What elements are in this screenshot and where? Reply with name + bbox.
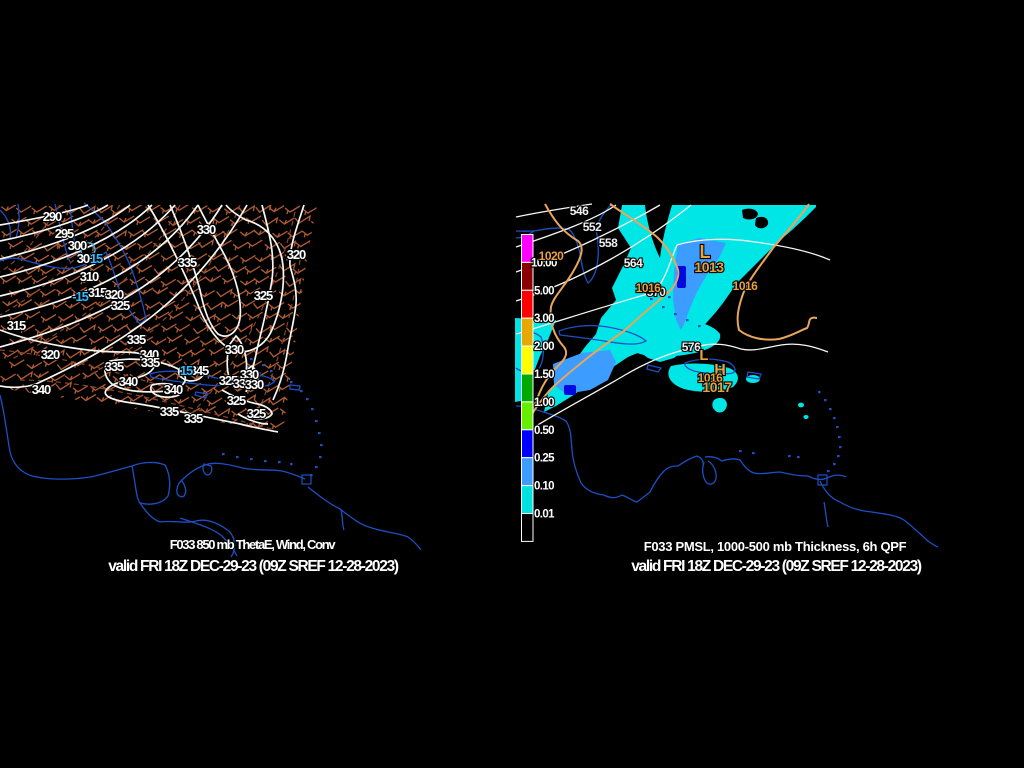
svg-text:340: 340 (119, 374, 138, 389)
svg-text:325: 325 (247, 406, 266, 421)
svg-text:1016: 1016 (698, 371, 724, 385)
svg-text:3.00: 3.00 (534, 313, 554, 325)
svg-text:315: 315 (88, 285, 107, 300)
svg-text:345: 345 (190, 363, 209, 378)
svg-text:0.50: 0.50 (534, 425, 554, 437)
svg-text:340: 340 (32, 382, 51, 397)
svg-text:340: 340 (140, 347, 159, 362)
svg-text:310: 310 (80, 269, 99, 284)
svg-text:330: 330 (245, 377, 264, 392)
svg-text:5.00: 5.00 (534, 285, 554, 297)
svg-text:335: 335 (160, 404, 179, 419)
svg-text:300: 300 (68, 238, 87, 253)
svg-text:F033 850 mb ThetaE, Wind, Conv: F033 850 mb ThetaE, Wind, Conv (170, 537, 337, 552)
svg-text:335: 335 (184, 411, 203, 426)
svg-text:290: 290 (43, 209, 62, 224)
svg-text:330: 330 (197, 222, 216, 237)
svg-text:320: 320 (41, 347, 60, 362)
svg-text:0.25: 0.25 (534, 453, 555, 465)
svg-text:335: 335 (178, 255, 197, 270)
svg-text:valid FRI 18Z DEC-29-23 (09Z S: valid FRI 18Z DEC-29-23 (09Z SREF 12-28-… (631, 558, 922, 575)
svg-text:1.50: 1.50 (534, 369, 554, 381)
svg-text:F033 PMSL, 1000-500 mb Thickne: F033 PMSL, 1000-500 mb Thickness, 6h QPF (644, 539, 907, 554)
svg-text:330: 330 (225, 342, 244, 357)
svg-text:1.00: 1.00 (534, 397, 554, 409)
svg-text:1016: 1016 (733, 279, 759, 293)
svg-text:546: 546 (570, 204, 589, 218)
svg-text:295: 295 (55, 226, 74, 241)
svg-text:564: 564 (624, 256, 643, 270)
svg-text:315: 315 (7, 318, 26, 333)
svg-text:L: L (700, 242, 711, 262)
svg-text:15: 15 (180, 363, 193, 378)
svg-text:335: 335 (127, 332, 146, 347)
svg-text:1017: 1017 (702, 379, 732, 395)
svg-text:1020: 1020 (539, 249, 565, 263)
svg-text:335: 335 (233, 376, 252, 391)
svg-text:340: 340 (164, 382, 183, 397)
svg-text:1016: 1016 (636, 281, 662, 295)
svg-text:-15: -15 (72, 289, 88, 304)
svg-text:325: 325 (254, 288, 273, 303)
svg-text:H: H (714, 362, 726, 379)
svg-text:1013: 1013 (694, 259, 724, 275)
svg-text:305: 305 (77, 251, 96, 266)
svg-text:570: 570 (647, 285, 666, 299)
svg-text:335: 335 (141, 355, 160, 370)
svg-text:325: 325 (111, 298, 130, 313)
svg-text:576: 576 (682, 340, 701, 354)
svg-text:320: 320 (105, 287, 124, 302)
svg-text:330: 330 (240, 367, 259, 382)
svg-text:552: 552 (583, 220, 602, 234)
svg-text:2.00: 2.00 (534, 341, 554, 353)
svg-text:0.01: 0.01 (534, 509, 555, 521)
svg-text:325: 325 (227, 393, 246, 408)
svg-text:320: 320 (287, 247, 306, 262)
svg-text:15: 15 (90, 251, 103, 266)
svg-text:558: 558 (599, 236, 618, 250)
svg-text:325: 325 (219, 373, 238, 388)
svg-text:0.10: 0.10 (534, 481, 554, 493)
svg-text:10.00: 10.00 (531, 257, 557, 269)
svg-text:335: 335 (105, 359, 124, 374)
svg-text:valid FRI 18Z DEC-29-23 (09Z S: valid FRI 18Z DEC-29-23 (09Z SREF 12-28-… (108, 558, 399, 575)
svg-text:L: L (699, 347, 708, 364)
